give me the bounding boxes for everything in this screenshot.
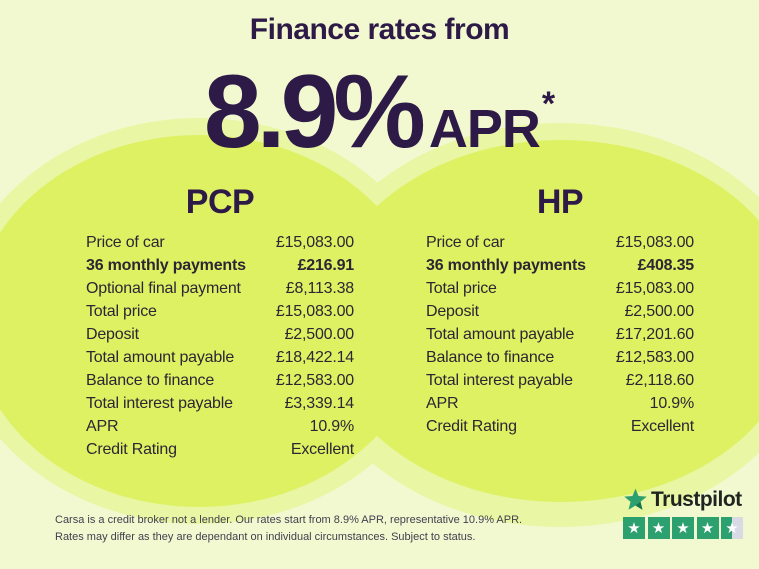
row-label: Total interest payable xyxy=(86,395,233,412)
row-label: Credit Rating xyxy=(86,441,177,458)
row-value: £15,083.00 xyxy=(615,280,694,297)
row-value: Excellent xyxy=(630,418,694,435)
row-value: Excellent xyxy=(290,441,354,458)
row-value: £8,113.38 xyxy=(285,280,354,297)
star-icon: ★ xyxy=(700,519,715,537)
table-row: Credit Rating Excellent xyxy=(426,418,694,441)
disclaimer-line: Rates may differ as they are dependant o… xyxy=(55,531,476,543)
table-row: Total price £15,083.00 xyxy=(86,303,354,326)
table-row: Balance to finance £12,583.00 xyxy=(86,372,354,395)
row-label: Balance to finance xyxy=(426,349,555,366)
table-row: APR 10.9% xyxy=(86,418,354,441)
row-value: £17,201.60 xyxy=(615,326,694,343)
background-lime-circle-right xyxy=(323,140,759,502)
table-row: Total interest payable £2,118.60 xyxy=(426,372,694,395)
row-value: £15,083.00 xyxy=(615,234,694,251)
trustpilot-brand-name: Trustpilot xyxy=(651,487,742,511)
row-value: £3,339.14 xyxy=(284,395,355,412)
hp-finance-table: HP Price of car £15,083.00 36 monthly paym… xyxy=(426,183,694,441)
row-label: 36 monthly payments xyxy=(86,257,246,274)
table-row: Total amount payable £18,422.14 xyxy=(86,349,354,372)
trustpilot-rating-stars: ★ ★ ★ ★ ★ xyxy=(623,517,747,539)
rating-star-box: ★ xyxy=(721,517,743,539)
table-row: Deposit £2,500.00 xyxy=(426,303,694,326)
row-value: £15,083.00 xyxy=(275,234,354,251)
row-value: £408.35 xyxy=(637,257,695,274)
star-icon: ★ xyxy=(651,519,666,537)
row-label: Deposit xyxy=(86,326,139,343)
hp-table-title: HP xyxy=(536,183,584,221)
rating-star-box: ★ xyxy=(623,517,645,539)
row-label: Price of car xyxy=(86,234,165,251)
table-row: 36 monthly payments £408.35 xyxy=(426,257,694,280)
row-label: Credit Rating xyxy=(426,418,517,435)
row-label: Total price xyxy=(86,303,157,320)
rating-star-box: ★ xyxy=(672,517,694,539)
row-label: Deposit xyxy=(426,303,479,320)
row-label: Price of car xyxy=(426,234,505,251)
row-label: Total amount payable xyxy=(426,326,575,343)
row-value: £12,583.00 xyxy=(275,372,354,389)
row-value: £15,083.00 xyxy=(275,303,354,320)
row-value: £2,500.00 xyxy=(624,303,695,320)
pcp-finance-table: PCP Price of car £15,083.00 36 monthly pay… xyxy=(86,183,354,464)
table-row: APR 10.9% xyxy=(426,395,694,418)
table-row: Balance to finance £12,583.00 xyxy=(426,349,694,372)
banner-title: Finance rates from xyxy=(249,13,510,46)
star-icon: ★ xyxy=(725,519,739,537)
row-value: £18,422.14 xyxy=(275,349,354,366)
rate-value: 8.9% xyxy=(203,54,426,170)
row-label: Total amount payable xyxy=(86,349,235,366)
row-value: £12,583.00 xyxy=(615,349,694,366)
rate-asterisk: * xyxy=(541,85,556,123)
row-value: £2,500.00 xyxy=(284,326,355,343)
star-icon: ★ xyxy=(627,519,641,537)
rate-suffix: APR xyxy=(428,99,541,159)
disclaimer-line: Carsa is a credit broker not a lender. O… xyxy=(55,514,523,526)
legal-disclaimer: Carsa is a credit broker not a lender. O… xyxy=(55,512,630,546)
table-row: Total amount payable £17,201.60 xyxy=(426,326,694,349)
rating-star-box: ★ xyxy=(647,517,670,539)
table-row: Total interest payable £3,339.14 xyxy=(86,395,354,418)
row-label: Total price xyxy=(426,280,497,297)
row-label: APR xyxy=(86,418,119,435)
pcp-table-title: PCP xyxy=(185,183,255,221)
row-value: £2,118.60 xyxy=(625,372,694,389)
row-label: APR xyxy=(426,395,459,412)
star-icon: ★ xyxy=(676,519,690,537)
trustpilot-logo: Trustpilot xyxy=(623,487,747,512)
headline-rate: 8.9% APR * xyxy=(0,60,759,164)
table-row: 36 monthly payments £216.91 xyxy=(86,257,354,280)
table-row: Total price £15,083.00 xyxy=(426,280,694,303)
row-value: £216.91 xyxy=(297,257,355,274)
pcp-table-rows: Price of car £15,083.00 36 monthly payment… xyxy=(86,234,354,464)
rating-star-box: ★ xyxy=(696,517,719,539)
table-row: Credit Rating Excellent xyxy=(86,441,354,464)
hp-table-rows: Price of car £15,083.00 36 monthly payment… xyxy=(426,234,694,441)
table-row: Deposit £2,500.00 xyxy=(86,326,354,349)
table-row: Price of car £15,083.00 xyxy=(86,234,354,257)
row-label: 36 monthly payments xyxy=(426,257,586,274)
trustpilot-widget: Trustpilot ★ ★ ★ ★ ★ xyxy=(623,487,747,539)
table-row: Price of car £15,083.00 xyxy=(426,234,694,257)
trustpilot-star-icon xyxy=(624,488,647,510)
row-label: Optional final payment xyxy=(86,280,241,297)
row-label: Total interest payable xyxy=(426,372,573,389)
table-row: Optional final payment £8,113.38 xyxy=(86,280,354,303)
row-value: 10.9% xyxy=(309,418,355,435)
row-label: Balance to finance xyxy=(86,372,215,389)
row-value: 10.9% xyxy=(649,395,695,412)
